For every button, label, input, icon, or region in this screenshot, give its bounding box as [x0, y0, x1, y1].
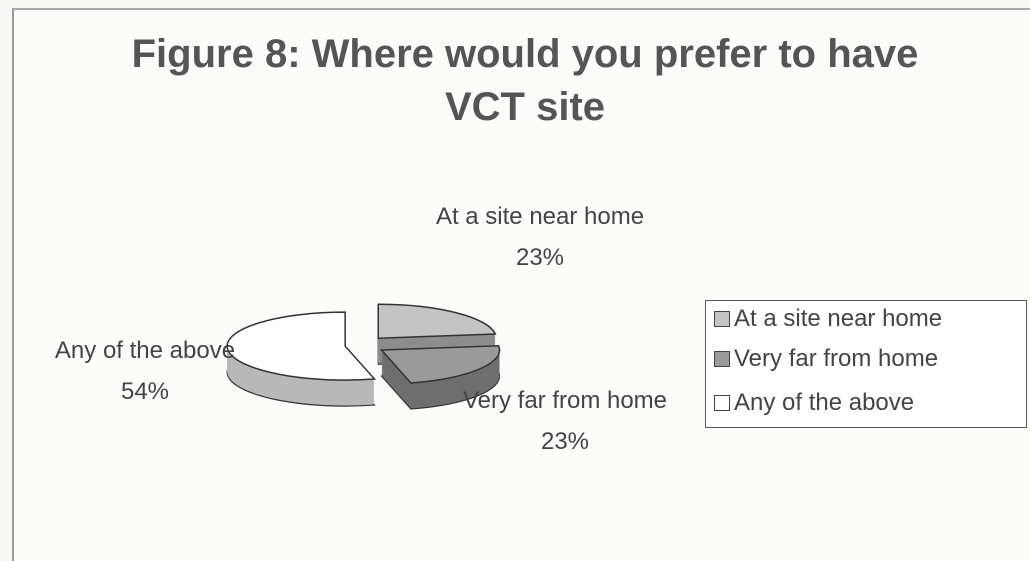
slice-top — [226, 311, 377, 381]
legend-entry: At a site near home — [714, 305, 942, 333]
legend-swatch — [714, 311, 730, 327]
data-label-category: At a site near home — [435, 203, 645, 230]
data-label: At a site near home 23% — [430, 196, 650, 278]
legend-entry: Very far from home — [714, 345, 938, 373]
legend-swatch — [714, 351, 730, 367]
data-label-category: Any of the above — [54, 337, 236, 364]
pie-slice — [226, 311, 377, 407]
legend-swatch — [714, 395, 730, 411]
data-label: Very far from home 23% — [455, 380, 675, 462]
pie-slice — [379, 345, 501, 410]
data-label-value: 54% — [120, 378, 170, 405]
data-label-value: 23% — [540, 428, 590, 455]
slice-top — [379, 345, 501, 384]
legend-entry: Any of the above — [714, 389, 914, 417]
data-label: Any of the above 54% — [50, 330, 240, 412]
chart-frame — [12, 8, 1030, 561]
chart-title: Figure 8: Where would you prefer to have… — [131, 32, 919, 129]
pie-slice — [377, 303, 497, 365]
slice-top — [377, 303, 497, 340]
pie-chart — [226, 303, 501, 410]
legend-label: Any of the above — [734, 389, 915, 416]
data-label-value: 23% — [515, 244, 565, 271]
legend: At a site near home Very far from home Any… — [705, 300, 1027, 428]
legend-label: Very far from home — [734, 345, 939, 372]
legend-label: At a site near home — [734, 305, 943, 332]
data-label-category: Very far from home — [462, 387, 668, 414]
